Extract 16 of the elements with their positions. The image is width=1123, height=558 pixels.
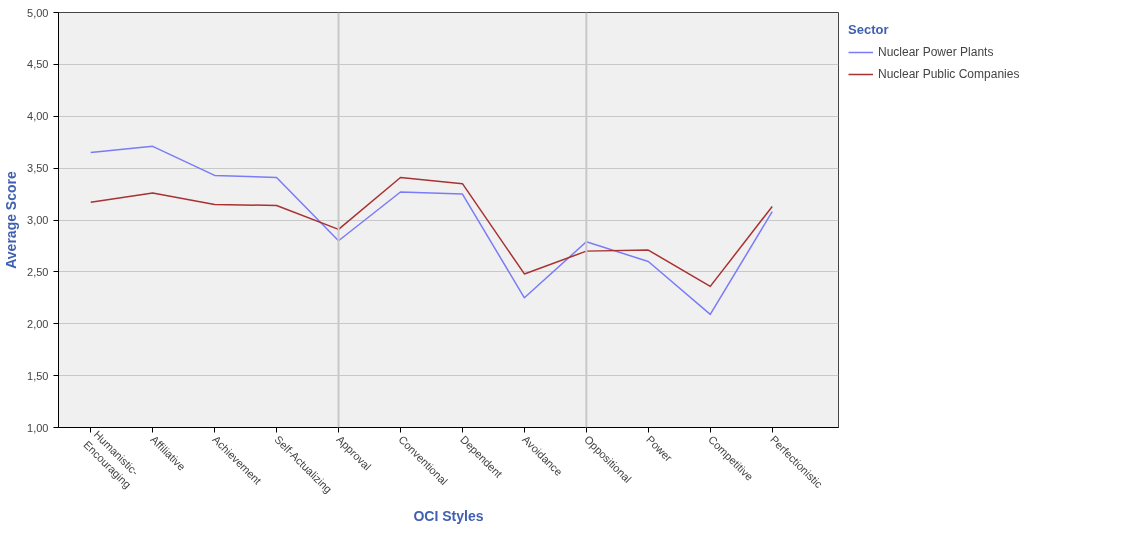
y-tick-label: 3,50 bbox=[27, 162, 49, 175]
legend-title: Sector bbox=[848, 22, 890, 37]
y-tick-label: 2,50 bbox=[27, 265, 49, 278]
legend-label: Nuclear Public Companies bbox=[878, 67, 1020, 81]
y-tick-label: 3,00 bbox=[27, 214, 49, 226]
line-series bbox=[89, 145, 773, 316]
y-tick-label: 4,50 bbox=[27, 58, 49, 71]
legend-label: Nuclear Power Plants bbox=[878, 45, 994, 59]
y-axis-title: Average Score bbox=[3, 171, 20, 269]
y-tick-label: 2,00 bbox=[27, 317, 49, 330]
y-tick-label: 1,50 bbox=[27, 369, 49, 382]
y-tick-label: 1,00 bbox=[27, 421, 49, 434]
y-tick-label: 5,00 bbox=[27, 6, 49, 19]
x-axis-title: OCI Styles bbox=[413, 507, 484, 524]
line-series bbox=[89, 176, 773, 288]
y-tick-label: 4,00 bbox=[27, 110, 49, 123]
